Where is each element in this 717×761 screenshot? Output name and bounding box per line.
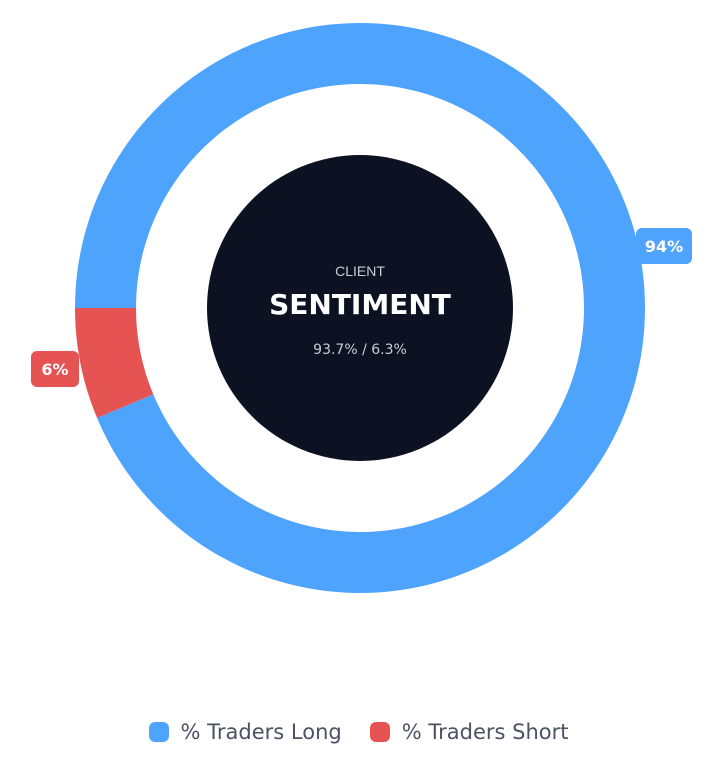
center-disc	[207, 155, 513, 461]
slice-labels: 94% 6%	[31, 228, 692, 387]
legend-item-long[interactable]: % Traders Long	[148, 720, 342, 744]
legend-swatch-short	[369, 722, 390, 742]
center-title: SENTIMENT	[269, 288, 451, 321]
legend-item-short[interactable]: % Traders Short	[369, 720, 569, 744]
legend-label-long: % Traders Long	[180, 720, 342, 744]
label-long: 94%	[636, 228, 692, 264]
center-subtitle: 93.7% / 6.3%	[313, 342, 407, 358]
legend-label-short: % Traders Short	[401, 720, 569, 744]
donut-slices	[75, 22, 646, 593]
center-kicker: CLIENT	[335, 263, 385, 279]
chart-legend: % Traders Long % Traders Short	[0, 720, 717, 744]
label-short-text: 6%	[41, 360, 68, 379]
slice-short[interactable]	[75, 308, 154, 418]
legend-swatch-long	[148, 722, 169, 742]
sentiment-donut-chart: CLIENT SENTIMENT 93.7% / 6.3% 94% 6%	[31, 22, 692, 593]
label-short: 6%	[31, 351, 79, 387]
label-long-text: 94%	[645, 237, 683, 256]
